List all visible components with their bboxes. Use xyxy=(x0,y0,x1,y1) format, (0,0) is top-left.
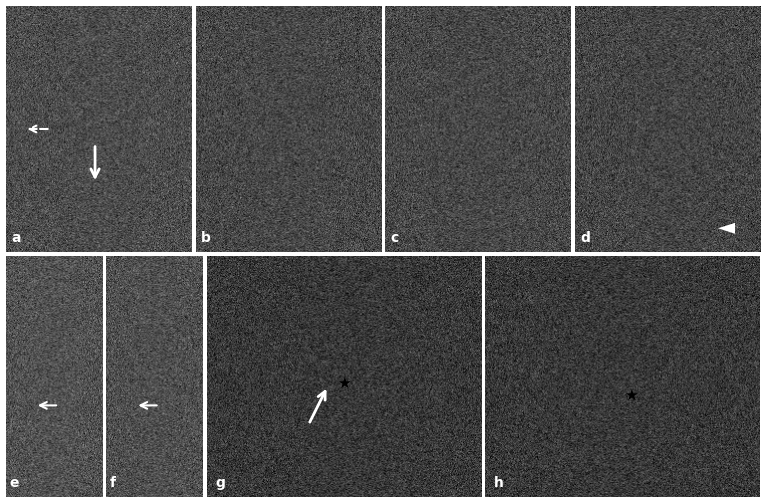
Text: a: a xyxy=(11,230,21,244)
Text: e: e xyxy=(9,476,18,490)
Text: ★: ★ xyxy=(337,376,351,391)
Text: b: b xyxy=(201,230,211,244)
Text: h: h xyxy=(494,476,503,490)
Text: d: d xyxy=(580,230,590,244)
Text: c: c xyxy=(391,230,399,244)
Text: f: f xyxy=(110,476,116,490)
Text: ◄: ◄ xyxy=(718,217,735,237)
Text: g: g xyxy=(215,476,225,490)
Text: ★: ★ xyxy=(624,388,638,403)
